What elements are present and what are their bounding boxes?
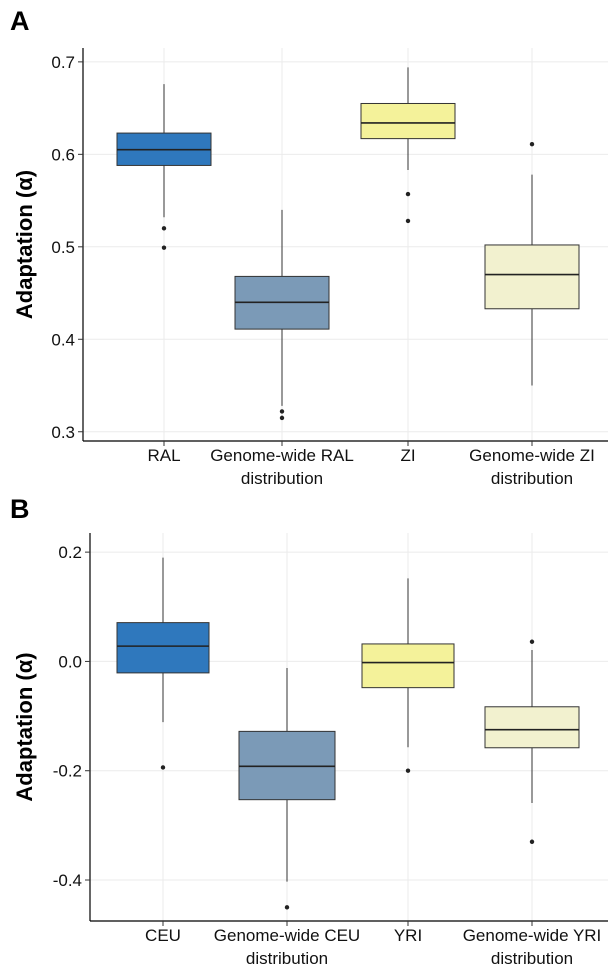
x-tick-label-line2: distribution: [241, 469, 323, 488]
box-4: [484, 639, 580, 844]
box-2: [238, 667, 336, 910]
y-tick-label: -0.4: [53, 871, 82, 890]
outlier-point: [529, 141, 535, 147]
panel-B: B 0.2 0.0 -0.2 -0.4 Adaptation (α) CEU Genome-w…: [10, 494, 608, 968]
x-tick-label: Genome-wide RAL: [210, 446, 354, 465]
x-tick-label-line2: distribution: [491, 469, 573, 488]
panel-letter: A: [10, 6, 30, 36]
box-body: [484, 706, 580, 749]
y-tick-label: -0.2: [53, 762, 82, 781]
outlier-point: [284, 905, 290, 910]
x-tick-label: Genome-wide ZI: [469, 446, 595, 465]
box-3: [361, 578, 455, 773]
box-body: [238, 730, 336, 801]
box-3: [360, 67, 456, 224]
x-tick-label: CEU: [145, 926, 181, 945]
outlier-point: [405, 218, 411, 224]
box-body: [116, 622, 210, 674]
x-tick-label: YRI: [394, 926, 422, 945]
box-body: [361, 643, 455, 689]
x-tick-label: ZI: [400, 446, 415, 465]
outlier-point: [279, 415, 285, 421]
outlier-point: [161, 245, 167, 250]
outlier-point: [405, 191, 411, 197]
panel-A: A 0.3 0.4 0.5 0.6 0.7 Adaptation (α) RAL Genome-…: [10, 6, 608, 488]
outlier-point: [529, 839, 535, 844]
x-tick-label: RAL: [147, 446, 180, 465]
outlier-point: [279, 409, 285, 414]
y-tick-label: 0.2: [58, 543, 82, 562]
y-tick-label: 0.4: [51, 330, 75, 349]
y-tick-label: 0.0: [58, 652, 82, 671]
box-2: [234, 209, 330, 421]
y-axis-label: Adaptation (α): [12, 170, 37, 319]
y-tick-label: 0.7: [51, 53, 75, 72]
y-tick-label: 0.3: [51, 423, 75, 442]
outlier-point: [160, 765, 166, 770]
box-4: [484, 141, 580, 386]
x-tick-label: Genome-wide CEU: [214, 926, 360, 945]
box-1: [116, 84, 212, 250]
y-tick-label: 0.5: [51, 238, 75, 257]
outlier-point: [405, 768, 411, 773]
y-tick-label: 0.6: [51, 145, 75, 164]
x-tick-label-line2: distribution: [246, 949, 328, 968]
box-body: [484, 244, 580, 310]
y-axis-label: Adaptation (α): [12, 652, 37, 801]
box-body: [360, 102, 456, 140]
outlier-point: [161, 226, 167, 231]
x-tick-label-line2: distribution: [491, 949, 573, 968]
x-tick-label: Genome-wide YRI: [463, 926, 602, 945]
panel-letter: B: [10, 494, 30, 524]
box-1: [116, 557, 210, 770]
outlier-point: [529, 639, 535, 644]
